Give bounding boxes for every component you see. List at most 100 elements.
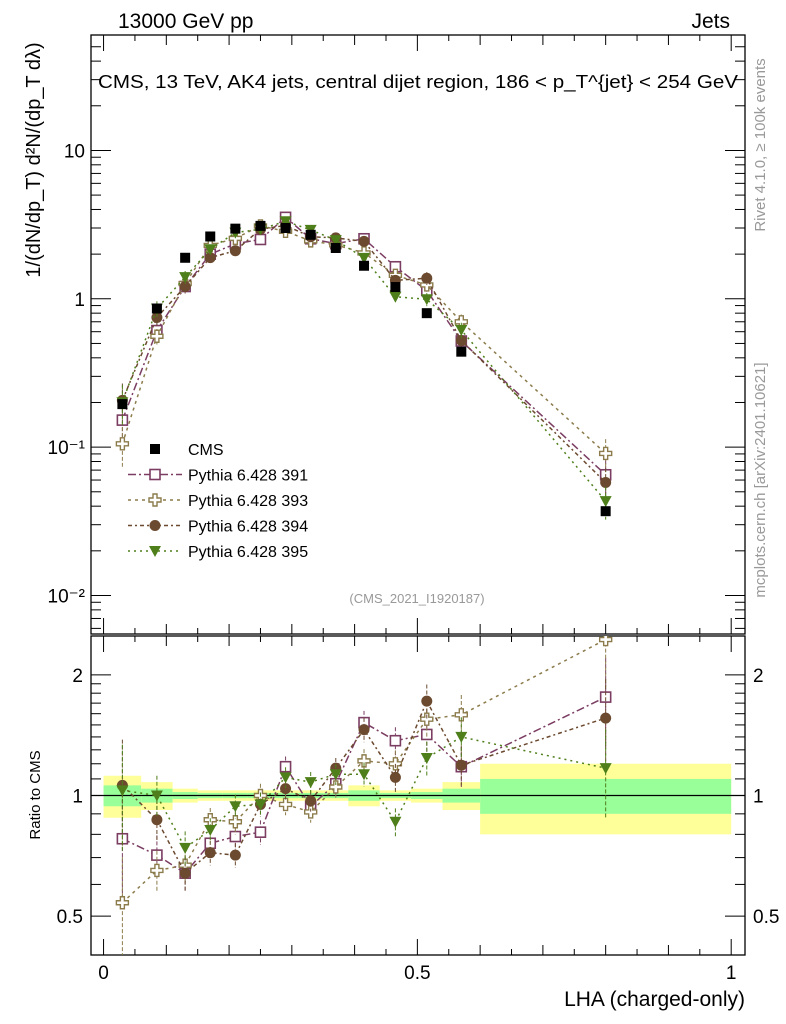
cms-data-point [600, 506, 611, 517]
ratio-point [279, 772, 292, 784]
y-tick-label: 10⁻² [48, 586, 86, 607]
ratio-tick-label-left: 0.5 [57, 907, 83, 928]
data-point [329, 235, 342, 247]
ratio-point [280, 783, 292, 795]
y-axis-label: 1/(dN/dp_T) d²N/(dp_T dλ) [23, 42, 45, 277]
legend-marker [149, 520, 161, 531]
ratio-point [179, 867, 191, 879]
cms-data-point [205, 231, 216, 242]
ratio-point [357, 754, 371, 768]
data-point [455, 325, 468, 337]
analysis-tag: (CMS_2021_I1920187) [349, 591, 484, 606]
legend: CMS Pythia 6.428 391 Pythia 6.428 393 Pythi… [128, 442, 308, 561]
ratio-point [420, 753, 433, 765]
cms-data-point [390, 282, 401, 293]
rivet-label: Rivet 4.1.0, ≥ 100k events [752, 58, 769, 231]
x-tick-label: 0.5 [404, 963, 430, 984]
data-point [150, 329, 164, 343]
ratio-y-label: Ratio to CMS [27, 750, 44, 839]
data-point [204, 244, 217, 256]
ratio-point [150, 863, 164, 878]
ratio-point [303, 805, 318, 819]
ratio-tick-label-right: 2 [753, 666, 764, 687]
chart-title: CMS, 13 TeV, AK4 jets, central dijet reg… [98, 71, 739, 93]
ratio-point [599, 763, 612, 775]
x-axis-label: LHA (charged-only) [564, 988, 745, 1011]
ratio-point [204, 847, 216, 859]
ratio-point [421, 695, 433, 707]
data-point [254, 233, 267, 246]
data-point [204, 252, 216, 264]
data-point [279, 216, 292, 228]
ratio-point [389, 734, 402, 747]
cms-data-point [255, 220, 266, 231]
ratio-point [116, 785, 129, 797]
cms-data-point [180, 252, 191, 263]
data-point [229, 245, 241, 257]
data-point [421, 272, 433, 284]
ratio-point [305, 795, 317, 807]
legend-label: Pythia 6.428 395 [188, 544, 308, 561]
ratio-point [598, 636, 613, 647]
data-point [179, 272, 192, 284]
ratio-point [228, 815, 243, 829]
ratio-point [304, 777, 317, 789]
ratio-point [150, 790, 163, 802]
data-point [600, 477, 612, 489]
data-point [598, 446, 613, 461]
series-line-ratio [122, 736, 606, 850]
ratio-point [600, 712, 612, 724]
legend-marker [149, 546, 161, 557]
ratio-tick-label-right: 0.5 [753, 907, 779, 928]
cms-data-point [421, 308, 432, 319]
y-tick-label: 10⁻¹ [48, 438, 86, 459]
mcplots-label: mcplots.cern.ch [arXiv:2401.10621] [752, 362, 769, 597]
data-point [358, 235, 370, 247]
ratio-point [388, 757, 403, 771]
ratio-tick-label-right: 1 [753, 787, 764, 808]
data-point [358, 252, 371, 264]
ratio-point [179, 842, 192, 854]
ratio-point [358, 769, 371, 781]
ratio-point [329, 780, 343, 794]
ratio-point [229, 801, 242, 813]
ratio-point [151, 814, 163, 826]
data-point [115, 437, 130, 451]
ratio-point [455, 759, 467, 771]
legend-label: CMS [188, 442, 224, 459]
data-point [179, 281, 191, 293]
header-right: Jets [691, 10, 730, 33]
ratio-point [329, 769, 342, 781]
legend-marker [150, 444, 160, 454]
y-tick-label: 10 [64, 141, 85, 162]
cms-data-point [330, 242, 341, 253]
cms-data-point [456, 346, 467, 357]
ratio-point [389, 816, 402, 828]
ratio-point [454, 708, 469, 722]
ratio-point [229, 849, 241, 861]
legend-label: Pythia 6.428 393 [188, 493, 308, 510]
cms-data-point [230, 223, 241, 234]
legend-marker [149, 468, 161, 481]
ratio-point [279, 760, 292, 773]
ratio-point [358, 724, 370, 736]
data-point [455, 334, 467, 346]
ratio-tick-label-left: 1 [72, 787, 83, 808]
ratio-point [455, 731, 468, 743]
ratio-point [229, 830, 242, 843]
ratio-point [389, 771, 401, 783]
data-point [389, 291, 402, 303]
cms-data-point [151, 303, 162, 314]
data-point [420, 294, 433, 306]
cms-data-point [305, 229, 316, 240]
main-frame [90, 34, 746, 635]
ratio-point [254, 826, 267, 838]
data-point [599, 496, 612, 508]
legend-label: Pythia 6.428 394 [188, 519, 308, 536]
legend-label: Pythia 6.428 391 [188, 468, 308, 485]
y-tick-label: 1 [74, 290, 85, 311]
ratio-point [115, 896, 130, 910]
ratio-point [254, 799, 267, 811]
cms-data-point [359, 260, 370, 271]
